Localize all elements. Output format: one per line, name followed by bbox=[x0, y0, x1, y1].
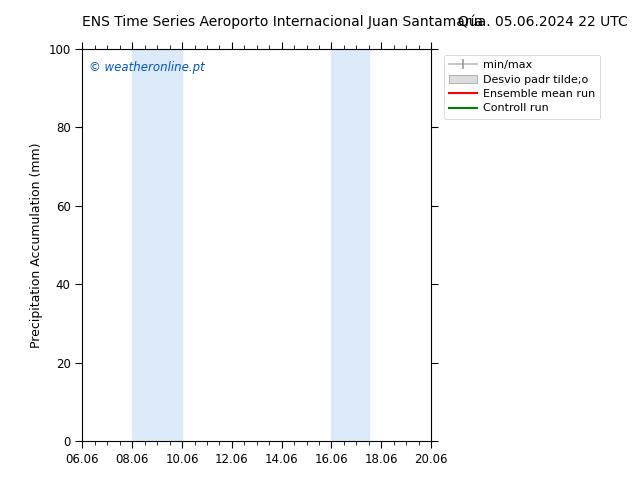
Text: © weatheronline.pt: © weatheronline.pt bbox=[89, 61, 205, 74]
Text: ENS Time Series Aeroporto Internacional Juan Santamaría: ENS Time Series Aeroporto Internacional … bbox=[82, 15, 484, 29]
Bar bbox=[332, 49, 369, 441]
Bar bbox=[133, 49, 182, 441]
Y-axis label: Precipitation Accumulation (mm): Precipitation Accumulation (mm) bbox=[30, 142, 43, 348]
Legend: min/max, Desvio padr tilde;o, Ensemble mean run, Controll run: min/max, Desvio padr tilde;o, Ensemble m… bbox=[444, 54, 600, 119]
Text: Qua. 05.06.2024 22 UTC: Qua. 05.06.2024 22 UTC bbox=[458, 15, 628, 29]
